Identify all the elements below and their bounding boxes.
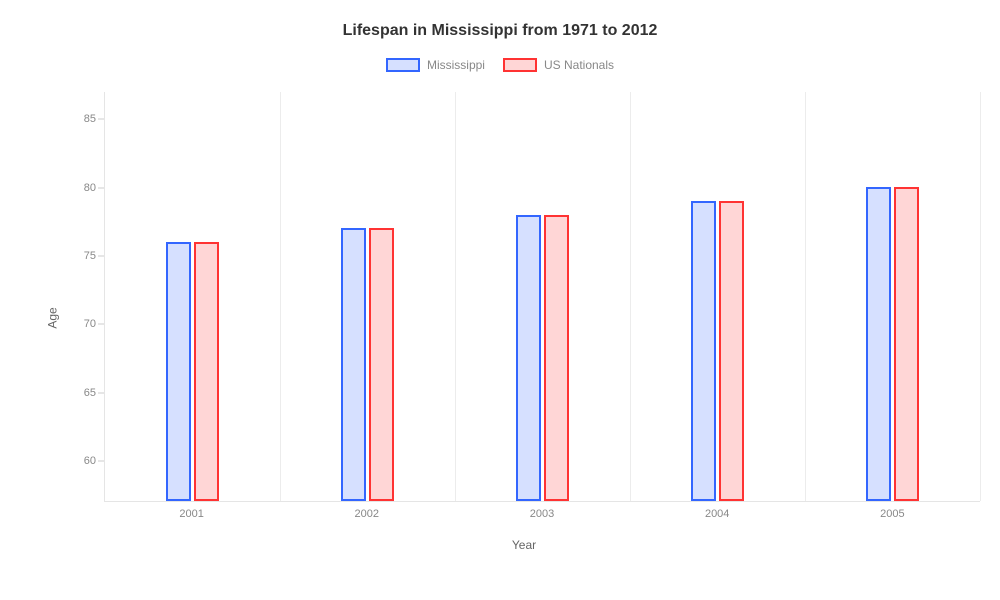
x-tick-label: 2002 [355,508,379,520]
bar [894,187,919,501]
legend-swatch-us-nationals [503,58,537,72]
legend-label: US Nationals [544,58,614,72]
bar [369,228,394,501]
gridline-vertical [455,92,456,501]
plot-area [104,92,980,502]
bar [194,242,219,501]
x-axis-title: Year [512,538,536,552]
bar [691,201,716,501]
gridline-vertical [630,92,631,501]
legend-item-us-nationals: US Nationals [503,58,614,72]
legend-item-mississippi: Mississippi [386,58,485,72]
x-tick-label: 2001 [179,508,203,520]
legend: Mississippi US Nationals [0,58,1000,72]
bar [166,242,191,501]
x-tick-label: 2004 [705,508,729,520]
gridline-vertical [805,92,806,501]
x-tick-label: 2003 [530,508,554,520]
bar [544,215,569,501]
x-tick-label: 2005 [880,508,904,520]
y-tick-label: 85 [68,113,96,125]
legend-label: Mississippi [427,58,485,72]
plot-wrap: Age 606570758085 20012002200320042005 Ye… [68,92,980,530]
gridline-vertical [980,92,981,501]
bar [866,187,891,501]
bar [516,215,541,501]
chart-title: Lifespan in Mississippi from 1971 to 201… [0,0,1000,40]
legend-swatch-mississippi [386,58,420,72]
y-axis-title: Age [46,307,60,328]
bar [341,228,366,501]
bar [719,201,744,501]
gridline-vertical [280,92,281,501]
